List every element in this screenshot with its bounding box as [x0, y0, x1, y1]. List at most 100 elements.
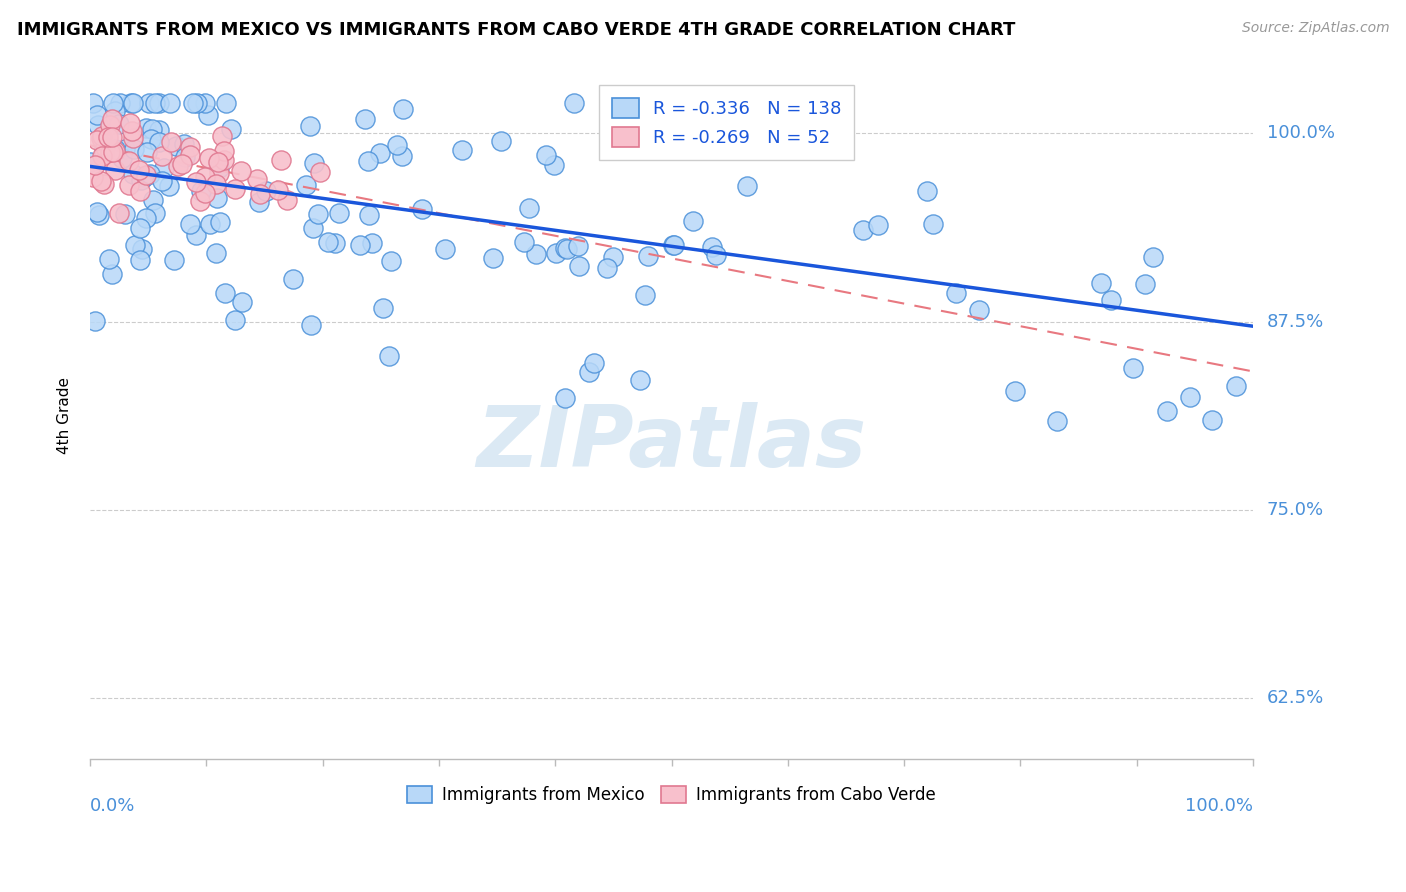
Point [157, 179, 180, 194]
Point [148, 123, 170, 137]
Point [205, 245, 228, 260]
Point [104, 163, 127, 178]
Point [93, 147, 115, 161]
Point [1004, 384, 1026, 398]
Point [512, 235, 534, 250]
Point [194, 186, 217, 200]
Point [84, 157, 107, 171]
Point [118, 154, 141, 169]
Point [135, 168, 157, 182]
Point [249, 186, 271, 201]
Point [205, 191, 228, 205]
Point [167, 160, 190, 174]
Point [662, 113, 685, 128]
Point [555, 242, 578, 256]
Text: Source: ZipAtlas.com: Source: ZipAtlas.com [1241, 21, 1389, 36]
Point [172, 156, 194, 170]
Point [204, 177, 226, 191]
Text: 100.0%: 100.0% [1267, 124, 1334, 142]
Point [1225, 379, 1247, 393]
Y-axis label: 4th Grade: 4th Grade [58, 377, 72, 454]
Point [163, 253, 186, 268]
Point [307, 207, 329, 221]
Point [554, 241, 576, 255]
Point [387, 137, 409, 152]
Point [254, 185, 277, 199]
Point [308, 165, 330, 179]
Point [141, 121, 163, 136]
Point [602, 250, 624, 264]
Point [184, 228, 207, 243]
Point [143, 96, 166, 111]
Text: 87.5%: 87.5% [1267, 313, 1324, 331]
Point [281, 272, 304, 286]
Point [142, 193, 165, 207]
Point [328, 205, 350, 219]
Point [212, 144, 235, 158]
Point [98, 118, 121, 132]
Point [219, 121, 242, 136]
Point [101, 112, 124, 127]
Point [86, 204, 108, 219]
Point [101, 96, 124, 111]
Point [359, 209, 381, 223]
Point [229, 164, 252, 178]
Point [110, 96, 132, 111]
Point [391, 102, 413, 116]
Point [128, 185, 150, 199]
Point [207, 155, 229, 169]
Point [1201, 413, 1223, 427]
Point [86, 108, 108, 122]
Point [173, 136, 195, 151]
Point [208, 214, 231, 228]
Point [536, 148, 558, 162]
Point [270, 153, 292, 168]
Point [107, 206, 129, 220]
Point [97, 252, 120, 267]
Point [316, 235, 339, 249]
Point [208, 161, 231, 175]
Text: ZIPatlas: ZIPatlas [477, 401, 866, 485]
Point [371, 301, 394, 315]
Point [136, 145, 159, 159]
Point [294, 178, 316, 193]
Point [90, 131, 112, 145]
Point [562, 96, 585, 111]
Point [128, 162, 150, 177]
Point [159, 96, 181, 111]
Point [661, 237, 683, 252]
Point [378, 349, 401, 363]
Point [1178, 390, 1201, 404]
Point [124, 237, 146, 252]
Point [391, 149, 413, 163]
Point [266, 183, 288, 197]
Point [89, 208, 111, 222]
Point [349, 237, 371, 252]
Point [578, 365, 600, 379]
Point [159, 135, 181, 149]
Text: IMMIGRANTS FROM MEXICO VS IMMIGRANTS FROM CABO VERDE 4TH GRADE CORRELATION CHART: IMMIGRANTS FROM MEXICO VS IMMIGRANTS FRO… [17, 21, 1015, 39]
Point [491, 134, 513, 148]
Point [434, 242, 457, 256]
Point [211, 129, 233, 144]
Point [224, 182, 246, 196]
Point [100, 267, 122, 281]
Text: 62.5%: 62.5% [1267, 690, 1324, 707]
Point [135, 211, 157, 225]
Point [188, 194, 211, 209]
Point [104, 142, 127, 156]
Point [122, 131, 145, 145]
Point [852, 223, 875, 237]
Point [118, 116, 141, 130]
Point [132, 170, 155, 185]
Point [129, 173, 152, 187]
Point [704, 247, 727, 261]
Point [214, 286, 236, 301]
Point [138, 167, 160, 181]
Point [299, 318, 322, 332]
Point [582, 356, 605, 370]
Point [1142, 251, 1164, 265]
Point [945, 286, 967, 301]
Point [122, 96, 145, 111]
Point [128, 252, 150, 267]
